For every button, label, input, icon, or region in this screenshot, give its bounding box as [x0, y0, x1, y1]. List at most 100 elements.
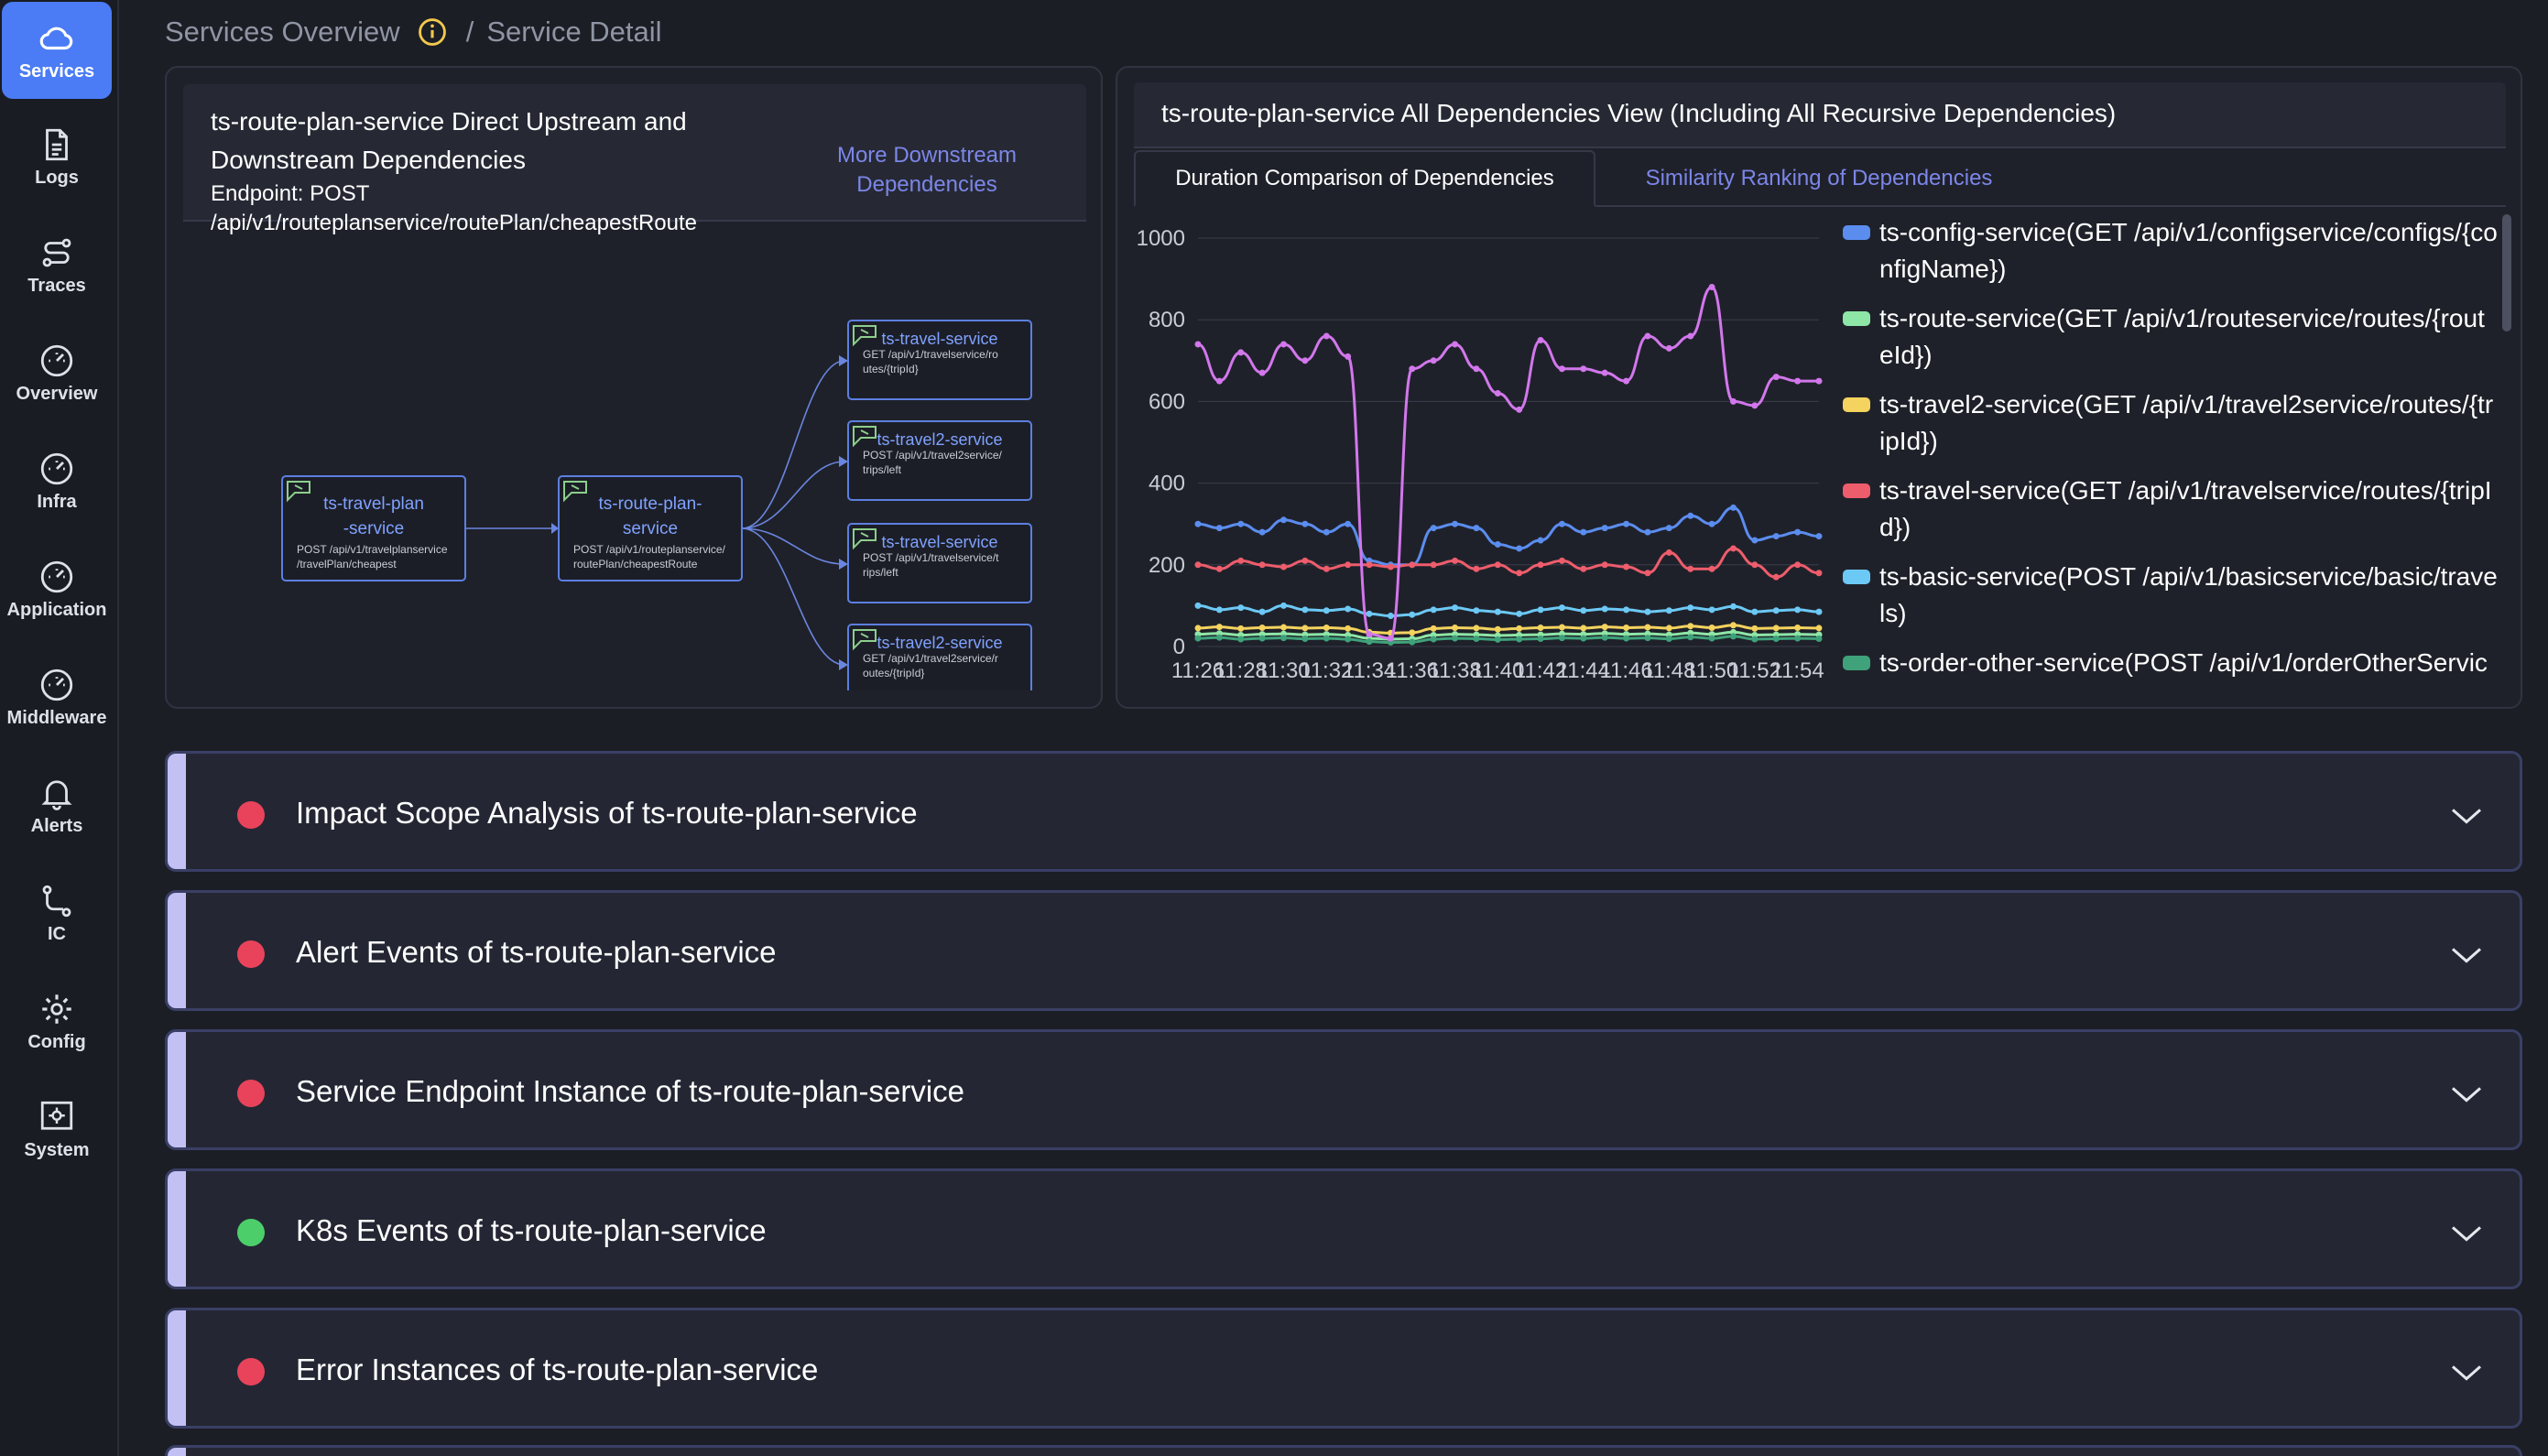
data-point[interactable]	[1473, 525, 1480, 532]
data-point[interactable]	[1772, 533, 1780, 540]
data-point[interactable]	[1815, 570, 1823, 577]
data-point[interactable]	[1580, 607, 1587, 614]
data-point[interactable]	[1237, 604, 1245, 612]
tab-duration-comparison[interactable]: Duration Comparison of Dependencies	[1134, 150, 1595, 207]
data-point[interactable]	[1430, 606, 1437, 614]
data-point[interactable]	[1772, 374, 1780, 381]
data-point[interactable]	[1452, 341, 1459, 348]
data-point[interactable]	[1772, 607, 1780, 614]
legend-item[interactable]: ts-travel-service(GET /api/v1/travelserv…	[1837, 473, 2499, 546]
accordion-next-partial[interactable]	[165, 1445, 2522, 1456]
data-point[interactable]	[1558, 604, 1565, 612]
data-point[interactable]	[1537, 561, 1544, 569]
data-point[interactable]	[1430, 357, 1437, 364]
data-point[interactable]	[1558, 635, 1565, 642]
legend-item[interactable]: ts-config-service(GET /api/v1/configserv…	[1837, 214, 2499, 288]
data-point[interactable]	[1387, 563, 1394, 570]
data-point[interactable]	[1215, 606, 1223, 614]
data-point[interactable]	[1280, 624, 1288, 631]
data-point[interactable]	[1452, 635, 1459, 642]
data-point[interactable]	[1494, 636, 1501, 643]
info-icon[interactable]	[417, 16, 448, 48]
data-point[interactable]	[1687, 634, 1694, 641]
data-point[interactable]	[1601, 561, 1608, 569]
data-point[interactable]	[1258, 369, 1266, 376]
series-line[interactable]	[1197, 635, 1820, 645]
legend-scrollbar-thumb[interactable]	[2502, 214, 2511, 331]
data-point[interactable]	[1729, 397, 1737, 405]
sidebar-item-traces[interactable]: Traces	[2, 216, 112, 313]
data-point[interactable]	[1323, 528, 1330, 536]
data-point[interactable]	[1729, 622, 1737, 629]
data-point[interactable]	[1644, 635, 1651, 642]
data-point[interactable]	[1345, 605, 1352, 613]
breadcrumb-root[interactable]: Services Overview	[165, 16, 400, 48]
data-point[interactable]	[1665, 625, 1672, 632]
data-point[interactable]	[1580, 528, 1587, 536]
data-point[interactable]	[1665, 607, 1672, 614]
data-point[interactable]	[1644, 332, 1651, 340]
data-point[interactable]	[1323, 332, 1330, 340]
data-point[interactable]	[1580, 565, 1587, 572]
data-point[interactable]	[1558, 624, 1565, 631]
accordion-error-instances[interactable]: Error Instances of ts-route-plan-service	[165, 1308, 2522, 1429]
data-point[interactable]	[1430, 636, 1437, 643]
data-point[interactable]	[1708, 606, 1715, 614]
data-point[interactable]	[1623, 377, 1630, 385]
data-point[interactable]	[1323, 565, 1330, 572]
data-point[interactable]	[1687, 512, 1694, 519]
data-point[interactable]	[1708, 520, 1715, 527]
data-point[interactable]	[1473, 607, 1480, 614]
data-point[interactable]	[1644, 624, 1651, 631]
data-point[interactable]	[1516, 406, 1523, 413]
data-point[interactable]	[1623, 520, 1630, 527]
data-point[interactable]	[1409, 561, 1416, 569]
data-point[interactable]	[1323, 624, 1330, 631]
data-point[interactable]	[1494, 625, 1501, 633]
data-point[interactable]	[1409, 611, 1416, 618]
data-point[interactable]	[1430, 525, 1437, 532]
data-point[interactable]	[1301, 636, 1309, 643]
data-point[interactable]	[1665, 344, 1672, 352]
data-point[interactable]	[1237, 557, 1245, 564]
data-point[interactable]	[1387, 635, 1394, 642]
data-point[interactable]	[1623, 563, 1630, 570]
service-node[interactable]: ts-route-plan-service POST /api/v1/routep…	[558, 475, 743, 581]
data-point[interactable]	[1794, 561, 1802, 569]
data-point[interactable]	[1537, 537, 1544, 544]
data-point[interactable]	[1687, 623, 1694, 630]
data-point[interactable]	[1580, 625, 1587, 632]
data-point[interactable]	[1215, 565, 1223, 572]
data-point[interactable]	[1452, 624, 1459, 631]
sidebar-item-logs[interactable]: Logs	[2, 108, 112, 205]
data-point[interactable]	[1537, 337, 1544, 343]
data-point[interactable]	[1558, 557, 1565, 564]
legend-item[interactable]: ts-order-other-service(POST /api/v1/orde…	[1837, 645, 2499, 690]
data-point[interactable]	[1215, 624, 1223, 631]
data-point[interactable]	[1473, 625, 1480, 632]
data-point[interactable]	[1751, 537, 1759, 544]
data-point[interactable]	[1280, 602, 1288, 609]
data-point[interactable]	[1772, 636, 1780, 643]
data-point[interactable]	[1516, 636, 1523, 643]
data-point[interactable]	[1708, 624, 1715, 631]
data-point[interactable]	[1708, 635, 1715, 642]
data-point[interactable]	[1494, 608, 1501, 615]
data-point[interactable]	[1794, 377, 1802, 385]
data-point[interactable]	[1580, 365, 1587, 373]
series-line[interactable]	[1197, 547, 1820, 579]
data-point[interactable]	[1366, 638, 1373, 646]
data-point[interactable]	[1815, 625, 1823, 632]
data-point[interactable]	[1494, 561, 1501, 569]
data-point[interactable]	[1301, 520, 1309, 527]
data-point[interactable]	[1558, 365, 1565, 373]
data-point[interactable]	[1516, 570, 1523, 577]
data-point[interactable]	[1366, 631, 1373, 638]
data-point[interactable]	[1409, 629, 1416, 636]
data-point[interactable]	[1345, 520, 1352, 527]
sidebar-item-ic[interactable]: IC	[2, 864, 112, 962]
legend-item[interactable]: ts-travel2-service(GET /api/v1/travel2se…	[1837, 386, 2499, 460]
accordion-service-endpoint-instance[interactable]: Service Endpoint Instance of ts-route-pl…	[165, 1029, 2522, 1150]
